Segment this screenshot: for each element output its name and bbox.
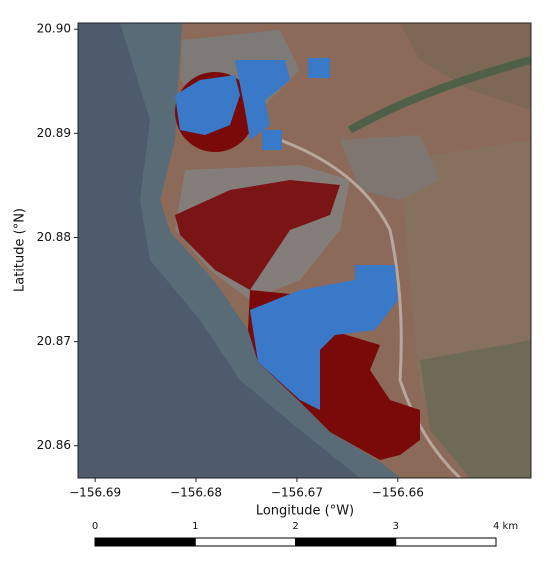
scale-segment [295,537,397,547]
x-tick-label: −156.67 [271,486,323,500]
road [279,138,462,478]
scale-label: 2 [292,521,298,532]
vegetation [420,340,531,478]
affected-area [308,58,330,78]
y-tick-label: 20.89 [37,126,71,140]
shallow-water [120,23,400,478]
scale-label: 3 [393,521,399,532]
affected-area [235,60,290,140]
scale-label: 0 [92,521,98,532]
y-tick-label: 20.87 [37,334,71,348]
scale-segment [395,537,497,547]
affected-area [175,75,240,135]
town [340,135,440,200]
scale-label: 1 [192,521,198,532]
x-tick-label: −156.68 [170,486,222,500]
burn-area [175,180,340,290]
satellite-image [78,23,531,478]
affected-area [250,265,398,410]
y-axis-label: Latitude (°N) [13,208,28,292]
scale-segment [194,537,296,547]
affected-area [262,130,282,150]
scale-segment [94,537,196,547]
land-dark [400,23,531,110]
x-axis-label: Longitude (°W) [256,504,354,519]
x-tick-label: −156.69 [69,486,121,500]
plot-frame [77,22,532,479]
y-tick-label: 20.86 [37,438,71,452]
scale-label: 4 km [493,521,518,532]
gulch [348,56,531,134]
x-tick-label: −156.66 [372,486,424,500]
y-tick-label: 20.88 [37,230,71,244]
y-tick-label: 20.90 [37,22,71,36]
